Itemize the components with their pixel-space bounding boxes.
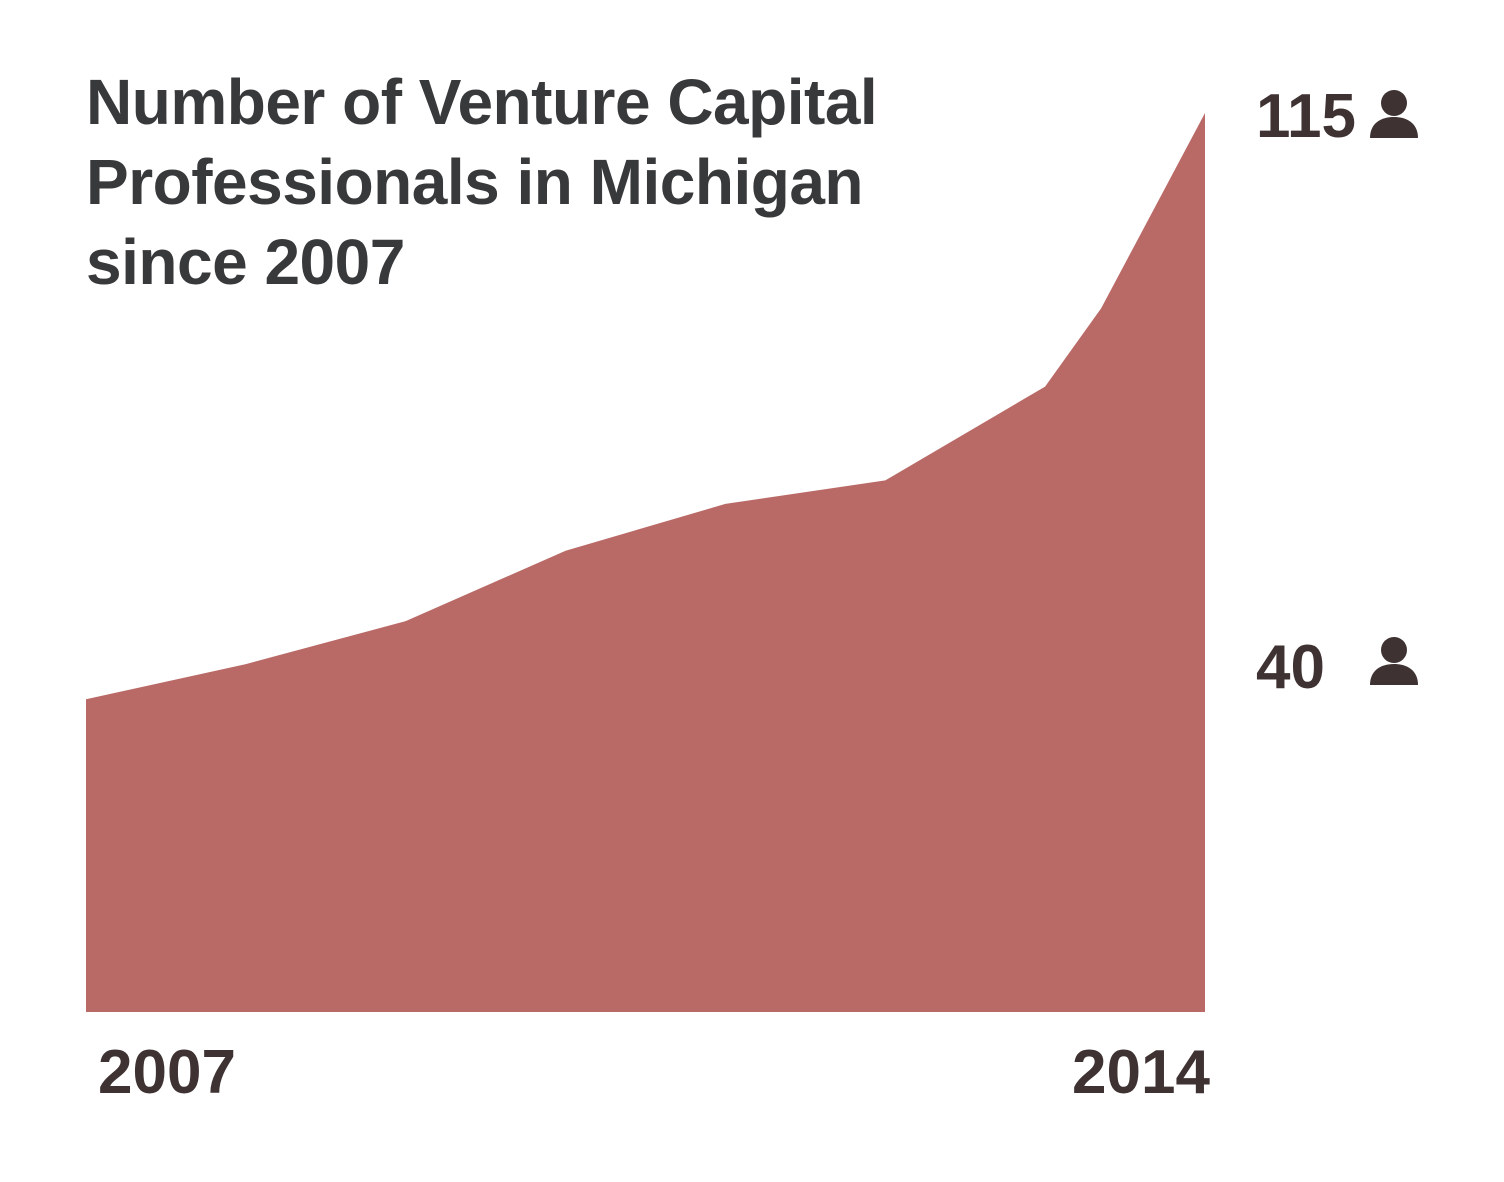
- start-value-label: 40: [1256, 633, 1325, 702]
- x-tick-label-start: 2007: [98, 1038, 236, 1107]
- area-series: [86, 113, 1205, 1012]
- x-tick-label-end: 2014: [1072, 1038, 1210, 1107]
- person-icon: [1368, 635, 1420, 687]
- person-icon: [1368, 88, 1420, 140]
- chart-title: Number of Venture Capital Professionals …: [86, 66, 878, 298]
- max-value-label: 115: [1256, 82, 1357, 151]
